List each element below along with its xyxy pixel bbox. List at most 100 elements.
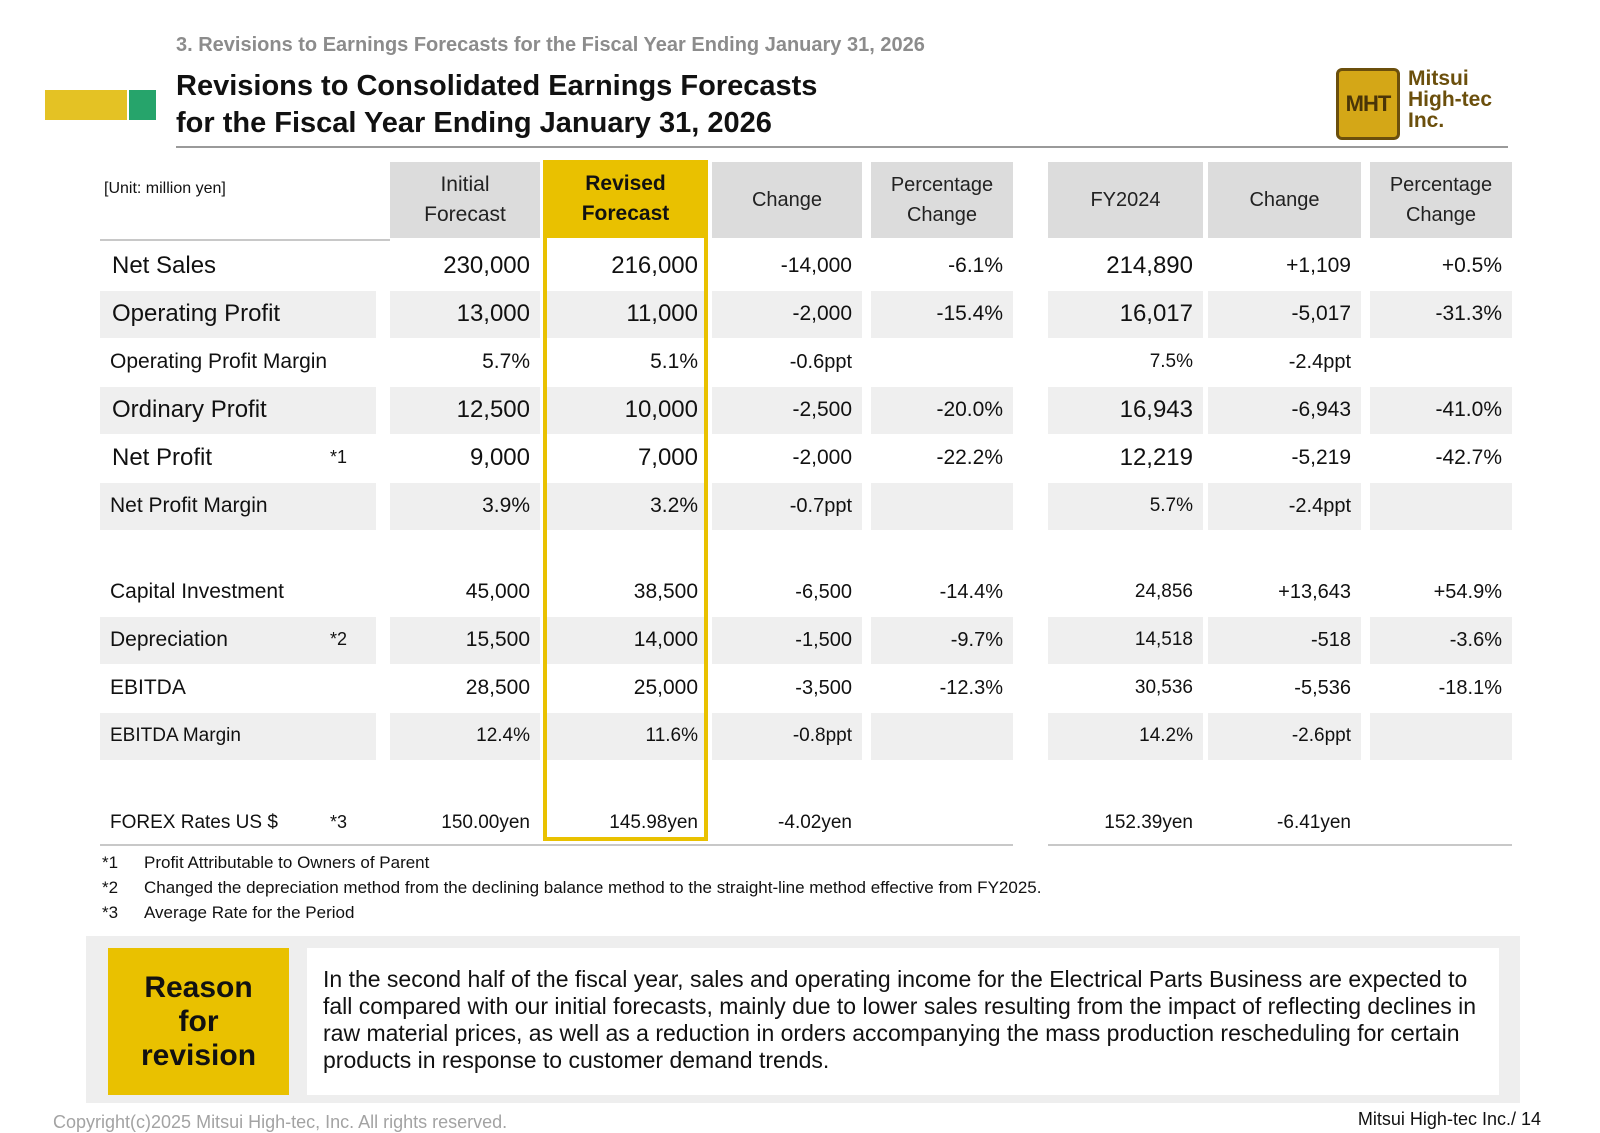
cell-change: -2,000 bbox=[792, 445, 852, 469]
company-logo-name: Mitsui High-tec Inc. bbox=[1408, 68, 1492, 131]
footnote-3-text: Average Rate for the Period bbox=[144, 903, 355, 922]
row-stripe bbox=[1370, 483, 1512, 530]
cell-initial: 12,500 bbox=[456, 396, 530, 424]
row-stripe bbox=[100, 713, 376, 760]
row-stripe bbox=[712, 713, 862, 760]
column-header-fy2024: FY2024 bbox=[1048, 162, 1203, 238]
column-header-revised-line2: Forecast bbox=[581, 202, 670, 225]
cell-change2: -2.4ppt bbox=[1288, 350, 1351, 373]
row-stripe bbox=[871, 291, 1013, 338]
logo-name-line2: High-tec bbox=[1408, 88, 1492, 111]
cell-revised: 38,500 bbox=[633, 579, 698, 603]
row-label: Depreciation bbox=[110, 627, 228, 651]
row-stripe bbox=[390, 291, 540, 338]
footnote-1: *1 Profit Attributable to Owners of Paren… bbox=[102, 853, 429, 873]
reason-label-line2: for bbox=[178, 1004, 219, 1038]
row-label: Net Profit bbox=[112, 444, 213, 472]
footnote-2: *2 Changed the depreciation method from t… bbox=[102, 878, 1041, 898]
row-stripe bbox=[712, 483, 862, 530]
reason-label-line1: Reason bbox=[144, 970, 253, 1004]
cell-revised: 10,000 bbox=[624, 396, 698, 424]
section-label: 3. Revisions to Earnings Forecasts for t… bbox=[176, 34, 925, 56]
row-stripe bbox=[1048, 617, 1203, 664]
column-header-pct-line2: Change bbox=[906, 204, 978, 226]
cell-initial: 12.4% bbox=[476, 725, 530, 747]
cell-change2: -6,943 bbox=[1291, 397, 1351, 421]
cell-initial: 15,500 bbox=[465, 627, 530, 651]
copyright: Copyright(c)2025 Mitsui High-tec, Inc. A… bbox=[53, 1112, 508, 1132]
cell-pct: -9.7% bbox=[950, 628, 1003, 651]
row-stripe bbox=[712, 387, 862, 434]
row-stripe bbox=[543, 483, 708, 530]
cell-fy2024: 24,856 bbox=[1134, 581, 1193, 603]
header-bottom-rule bbox=[100, 239, 390, 241]
cell-fy2024: 30,536 bbox=[1134, 677, 1193, 699]
column-header-percentage-change-vs-fy2024: Percentage Change bbox=[1370, 162, 1512, 238]
title-divider bbox=[176, 146, 1508, 148]
row-note-mark: *1 bbox=[330, 447, 348, 467]
row-label: Operating Profit Margin bbox=[110, 349, 328, 373]
row-stripe bbox=[390, 713, 540, 760]
cell-fy2024: 5.7% bbox=[1149, 495, 1193, 517]
row-stripe bbox=[1048, 387, 1203, 434]
page-title-line2: for the Fiscal Year Ending January 31, 2… bbox=[176, 107, 772, 139]
cell-change: -1,500 bbox=[795, 628, 852, 651]
cell-pct2: -31.3% bbox=[1435, 301, 1502, 325]
row-stripe bbox=[390, 617, 540, 664]
cell-fy2024: 16,943 bbox=[1119, 396, 1193, 424]
row-stripe bbox=[1208, 387, 1361, 434]
table-bottom-rule-left bbox=[100, 844, 1013, 846]
cell-initial: 150.00yen bbox=[441, 812, 530, 834]
cell-change2: -5,219 bbox=[1291, 445, 1351, 469]
row-label: FOREX Rates US $ bbox=[110, 812, 278, 834]
cell-initial: 13,000 bbox=[456, 300, 530, 328]
footnote-2-mark: *2 bbox=[102, 878, 119, 897]
page-title: Revisions to Consolidated Earnings Forec… bbox=[176, 68, 817, 142]
row-stripe bbox=[543, 291, 708, 338]
column-header-change-vs-fy2024: Change bbox=[1208, 162, 1361, 238]
unit-label: [Unit: million yen] bbox=[104, 180, 226, 197]
column-header-initial-line1: Initial bbox=[440, 173, 490, 196]
footnote-2-text: Changed the depreciation method from the… bbox=[144, 878, 1042, 897]
row-stripe bbox=[1208, 713, 1361, 760]
row-label: Operating Profit bbox=[112, 300, 281, 328]
cell-revised: 3.2% bbox=[650, 493, 698, 517]
table-bottom-rule-right bbox=[1048, 844, 1512, 846]
cell-revised: 216,000 bbox=[611, 252, 698, 280]
cell-revised: 25,000 bbox=[633, 675, 698, 699]
row-stripe bbox=[871, 713, 1013, 760]
cell-change2: +13,643 bbox=[1278, 580, 1351, 603]
revised-forecast-highlight bbox=[543, 238, 708, 841]
column-header-initial-line2: Forecast bbox=[424, 203, 506, 226]
company-logo-mark: MHT bbox=[1336, 68, 1400, 140]
cell-change: -2,000 bbox=[792, 301, 852, 325]
row-stripe bbox=[871, 483, 1013, 530]
footnote-3: *3 Average Rate for the Period bbox=[102, 903, 354, 923]
row-label: Net Sales bbox=[112, 252, 217, 280]
row-stripe bbox=[543, 713, 708, 760]
reason-text: In the second half of the fiscal year, s… bbox=[307, 948, 1499, 1095]
cell-change: -6,500 bbox=[795, 580, 852, 603]
row-label: EBITDA Margin bbox=[110, 725, 241, 747]
row-stripe bbox=[390, 387, 540, 434]
cell-change2: -5,017 bbox=[1291, 301, 1351, 325]
cell-fy2024: 7.5% bbox=[1149, 351, 1193, 373]
cell-fy2024: 12,219 bbox=[1119, 444, 1193, 472]
cell-fy2024: 14,518 bbox=[1134, 629, 1193, 651]
column-header-percentage-change: Percentage Change bbox=[871, 162, 1013, 238]
logo-name-line1: Mitsui bbox=[1408, 67, 1469, 90]
cell-change: -3,500 bbox=[795, 676, 852, 699]
cell-revised: 11,000 bbox=[626, 300, 698, 328]
row-stripe bbox=[1048, 713, 1203, 760]
cell-initial: 9,000 bbox=[469, 444, 530, 472]
cell-pct: -15.4% bbox=[936, 301, 1003, 325]
row-stripe bbox=[1048, 291, 1203, 338]
row-stripe bbox=[1208, 483, 1361, 530]
footnote-1-mark: *1 bbox=[102, 853, 119, 872]
cell-change2: +1,109 bbox=[1286, 253, 1351, 277]
row-stripe bbox=[871, 387, 1013, 434]
row-stripe bbox=[100, 617, 376, 664]
row-stripe bbox=[1370, 291, 1512, 338]
footnote-3-mark: *3 bbox=[102, 903, 119, 922]
row-note-mark: *2 bbox=[330, 629, 348, 649]
